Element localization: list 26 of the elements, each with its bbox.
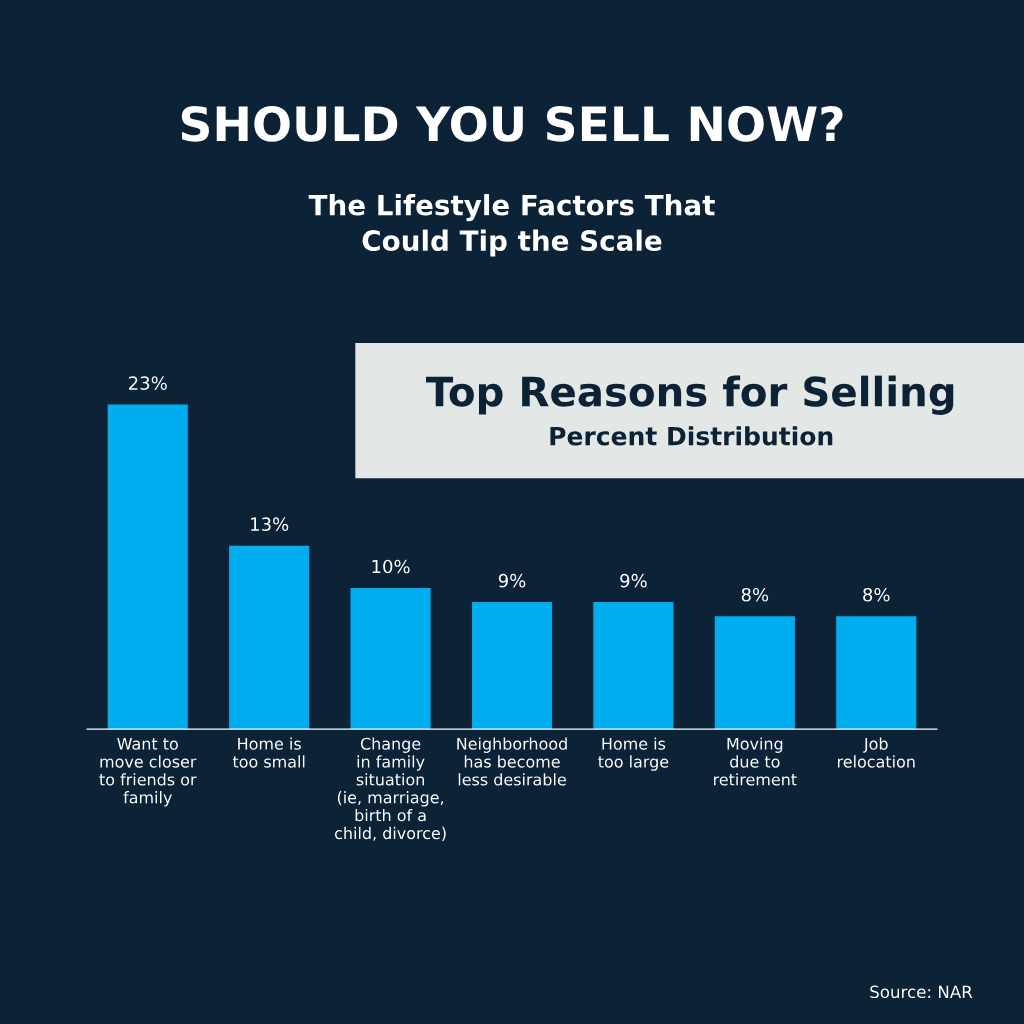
x-tick-label: Job relocation: [838, 737, 915, 768]
annotation: Top Reasons for Selling: [425, 375, 954, 415]
bar: [229, 545, 310, 730]
x-tick-label: Home is too small: [232, 737, 305, 768]
x-tick-label: Neighborhood has become less desirable: [457, 737, 567, 786]
chart-title: SHOULD YOU SELL NOW?: [181, 105, 843, 142]
annotation: Percent Distribution: [550, 426, 833, 446]
bar: [836, 616, 917, 730]
x-tick-label: Want to move closer to friends or family: [99, 737, 197, 807]
bar: [471, 602, 553, 730]
bar: [714, 616, 795, 730]
data-label: 9%: [498, 573, 526, 588]
bar: [593, 602, 674, 730]
source-note: Source: NAR: [870, 985, 973, 999]
bar: [107, 404, 188, 730]
data-label: 8%: [741, 587, 769, 602]
data-label: 9%: [620, 573, 647, 588]
x-tick-label: Change in family situation (ie, marriage, birth of a child, divorce): [335, 737, 446, 842]
data-label: 23%: [129, 376, 167, 390]
x-tick-label: Moving due to retirement: [714, 737, 797, 786]
bar: [350, 587, 431, 730]
data-label: 10%: [372, 559, 410, 574]
data-label: 13%: [251, 517, 289, 532]
x-tick-label: Home is too large: [598, 737, 669, 771]
data-label: 8%: [863, 587, 890, 602]
chart-subtitle: The Lifestyle Factors That Could Tip the Scale: [308, 194, 715, 257]
